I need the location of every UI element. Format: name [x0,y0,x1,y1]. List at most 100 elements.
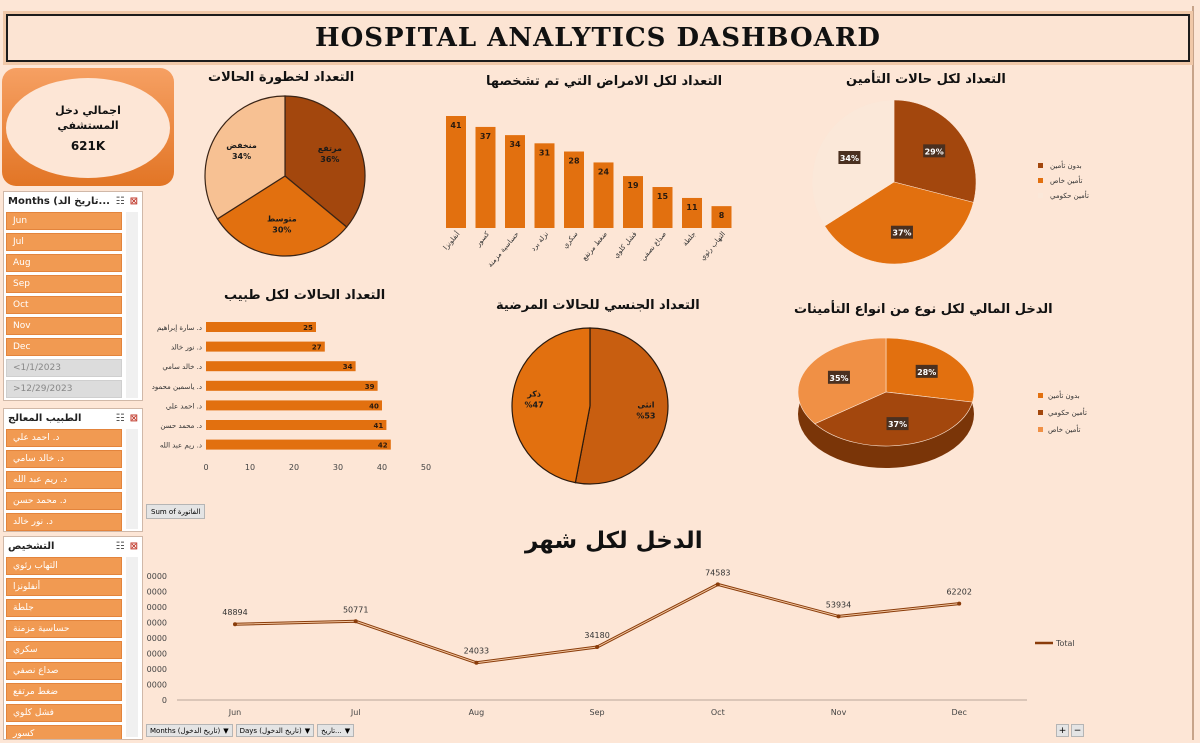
data-label: 48894 [222,608,247,617]
slicer-item-diagnosis[interactable]: كسور [6,725,122,739]
axis-tick-label: Dec [951,708,966,717]
series-line[interactable] [234,582,960,665]
slicer-item-diagnosis[interactable]: صداع نصفي [6,662,122,680]
bar[interactable] [206,420,387,430]
data-point[interactable] [233,622,237,627]
data-point[interactable] [715,582,720,587]
total-income-label-2: المستشفي [57,119,119,132]
legend-entry: بدون تأمين [1048,390,1080,400]
monthly-income-chart-area: 0 10000 20000 30000 40000 50000 60000 70000 8000… [142,555,1095,723]
pie-slice[interactable] [204,95,286,220]
insurance-income-chart-title: الدخل المالي لكل نوع من انواع التأمينات [794,302,1053,317]
bar[interactable] [593,162,614,228]
data-point[interactable] [474,660,479,665]
bar[interactable] [623,176,643,228]
filter-dropdown-icon[interactable]: ▼ [304,726,311,735]
axis-tick-label: 10 [245,463,255,472]
monthly-income-chart-title: الدخل لكل شهر [525,528,703,554]
multi-select-icon[interactable]: ☷ [115,540,125,552]
bar[interactable] [564,151,584,228]
clear-filter-icon[interactable]: ⊠ [129,540,138,552]
days-field-button[interactable]: Days (تاريخ الدخول) ▼ [235,724,315,737]
slicer-item-months[interactable]: Aug [6,254,122,272]
category-label: د. ريم عبد الله [160,442,202,450]
filter-dropdown-icon[interactable]: ▼ [223,726,229,735]
data-point[interactable] [353,619,358,624]
bar[interactable] [206,380,378,391]
zoom-out-icon[interactable]: − [1071,724,1084,737]
diagnosis-slicer-scrollbar[interactable] [126,557,138,737]
multi-select-icon[interactable]: ☷ [115,195,125,207]
slicer-item-doctor[interactable]: د. محمد حسن [6,492,122,510]
multi-select-icon[interactable]: ☷ [115,412,125,424]
data-label: 74583 [705,568,730,577]
legend-entry: تأمين حكومي [1048,407,1087,417]
data-label-box [886,417,909,431]
pie-slice[interactable] [216,175,348,257]
slicer-item-diagnosis[interactable]: حساسية مزمنة [6,620,122,638]
slicer-item-doctor[interactable]: د. خالد سامي [6,450,122,468]
date-field-button[interactable]: تاريخ... ▼ [317,724,355,737]
bar[interactable] [446,116,466,228]
zoom-controls: + − [1056,724,1084,737]
doctors-bar-chart: 25 د. سارة إبراهيم 27 د. نور خالد 34 د. خالد … [152,322,431,472]
insurance-count-chart-title: التعداد لكل حالات التأمين [846,72,1006,87]
data-label: 37% [892,229,911,238]
sum-field-button[interactable]: Sum of الفاتورة [146,504,206,519]
bar[interactable] [206,361,356,372]
slicer-item-months[interactable]: Dec [6,338,122,356]
slicer-item-diagnosis[interactable]: أنفلونزا [6,578,122,596]
clear-filter-icon[interactable]: ⊠ [129,412,138,424]
slicer-item-months[interactable]: Sep [6,275,122,293]
slicer-item-doctor[interactable]: د. احمد علي [6,429,122,447]
bar[interactable] [505,135,525,228]
zoom-in-icon[interactable]: + [1056,724,1069,737]
slicer-item-months[interactable]: Nov [6,317,122,335]
slicer-item-months[interactable]: Oct [6,296,122,314]
data-point[interactable] [595,645,600,650]
slicer-item-diagnosis[interactable]: التهاب رئوي [6,557,122,575]
bar[interactable] [652,187,673,228]
pie-slice[interactable] [574,327,669,485]
data-label: %47 [525,401,544,410]
slicer-item-diagnosis[interactable]: سكري [6,641,122,659]
data-label: 30% [272,226,291,235]
bar[interactable] [206,322,316,332]
clear-filter-icon[interactable]: ⊠ [129,195,138,207]
months-field-button[interactable]: Months (تاريخ الدخول) ▼ [146,724,233,737]
pie-slice[interactable] [284,95,366,228]
diagnosis-slicer-header: التشخيص [8,540,55,552]
bar[interactable] [206,341,325,352]
filter-dropdown-icon[interactable]: ▼ [344,726,351,735]
axis-tick-label: 60000 [147,603,167,612]
data-label: 34 [509,140,521,149]
slicer-item-diagnosis[interactable]: جلطة [6,599,122,617]
slicer-item-doctor[interactable]: د. نور خالد [6,513,122,531]
slicer-item-months[interactable]: >12/29/2023 [6,380,122,398]
bar[interactable] [206,439,391,450]
doctor-slicer-scrollbar[interactable] [126,429,138,529]
bar[interactable] [475,126,496,228]
bar[interactable] [206,400,382,411]
pie-slice[interactable] [511,327,591,484]
slicer-item-doctor[interactable]: د. ريم عبد الله [6,471,122,489]
data-label-box [923,144,946,158]
slicer-item-months[interactable]: Jun [6,212,122,230]
bar[interactable] [711,206,732,228]
months-field-label: Months (تاريخ الدخول) [150,726,221,735]
data-label: 41 [450,121,462,130]
slicer-item-months[interactable]: <1/1/2023 [6,359,122,377]
data-point[interactable] [957,601,962,606]
bar[interactable] [534,143,555,228]
slicer-item-months[interactable]: Jul [6,233,122,251]
category-label: أنفلونزا [441,229,462,251]
slice-category-label: انثى [637,400,654,409]
months-slicer-scrollbar[interactable] [126,212,138,398]
data-point[interactable] [836,614,841,619]
slicer-item-diagnosis[interactable]: فشل كلوي [6,704,122,722]
slicer-item-diagnosis[interactable]: ضغط مرتفع [6,683,122,701]
bar[interactable] [682,197,702,228]
data-label-box [890,225,913,239]
legend-swatch [1038,410,1043,415]
